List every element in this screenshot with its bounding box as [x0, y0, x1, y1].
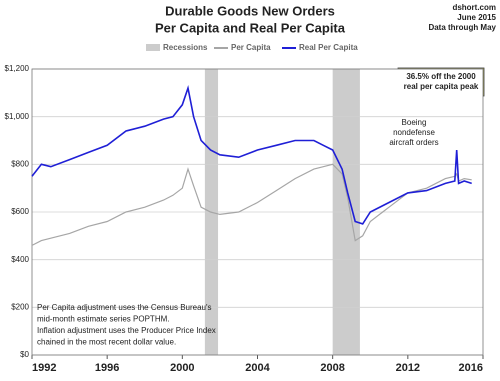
note-text: Per Capita adjustment uses the Census Bu… [37, 303, 212, 312]
y-tick-label: $1,000 [5, 112, 30, 121]
x-tick-label: 2012 [396, 362, 420, 374]
annotation-text: real per capita peak [404, 82, 479, 91]
note-text: Inflation adjustment uses the Producer P… [37, 326, 216, 335]
legend-label: Per Capita [231, 43, 271, 52]
x-tick-label: 1992 [32, 362, 56, 374]
legend-label: Recessions [163, 43, 208, 52]
source-text: dshort.com [452, 3, 496, 12]
y-tick-label: $1,200 [5, 64, 30, 73]
note-text: chained in the most recent dollar value. [37, 338, 176, 347]
series-line [31, 163, 472, 246]
y-tick-label: $800 [11, 159, 29, 168]
plot-border [31, 68, 484, 356]
chart-subtitle: Per Capita and Real Per Capita [155, 20, 346, 35]
chart-title: Durable Goods New Orders [165, 3, 335, 18]
annotation-text: nondefense [393, 128, 435, 137]
x-tick-label: 1996 [95, 362, 119, 374]
legend-label: Real Per Capita [299, 43, 358, 52]
legend-swatch [146, 44, 160, 51]
x-tick-label: 2008 [320, 362, 344, 374]
y-tick-label: $0 [20, 350, 29, 359]
annotation-text: Boeing [402, 118, 427, 127]
annotation-text: aircraft orders [389, 138, 438, 147]
x-tick-label: 2016 [459, 362, 483, 374]
annotation-text: 36.5% off the 2000 [406, 72, 476, 81]
x-tick-label: 2004 [245, 362, 270, 374]
y-tick-label: $600 [11, 207, 29, 216]
source-text: June 2015 [457, 13, 496, 22]
plot-area [32, 68, 483, 356]
x-tick-label: 2000 [170, 362, 194, 374]
note-text: mid-month estimate series POPTHM. [37, 315, 169, 324]
y-tick-label: $200 [11, 302, 29, 311]
source-text: Data through May [428, 23, 496, 32]
y-tick-label: $400 [11, 255, 29, 264]
series-line [31, 85, 472, 225]
